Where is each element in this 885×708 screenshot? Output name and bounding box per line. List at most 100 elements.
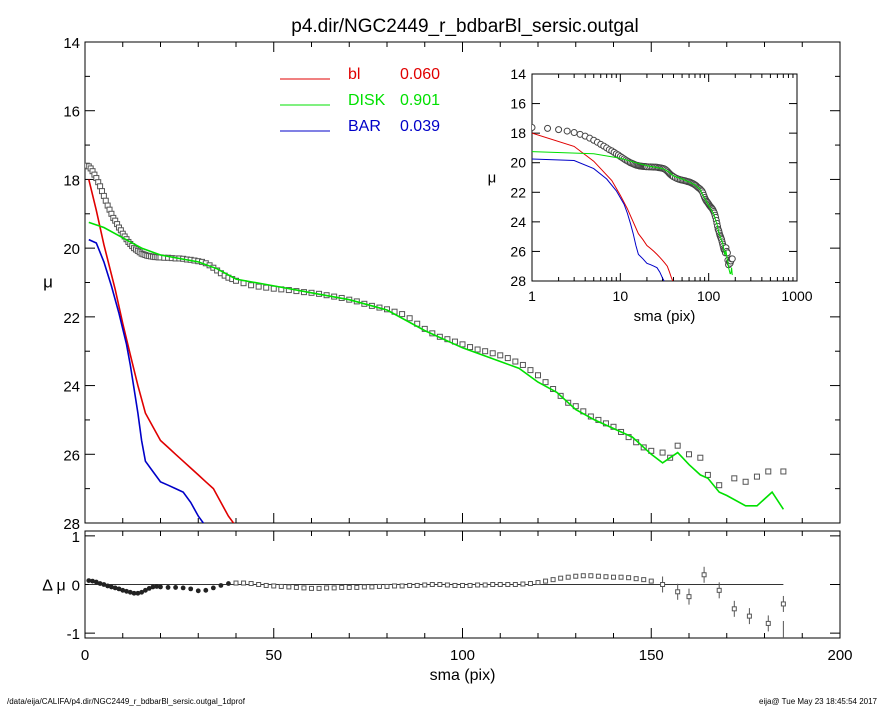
residual-point: [278, 583, 284, 589]
residual-point: [361, 584, 367, 590]
y-tick-label: 20: [63, 241, 80, 258]
data-point: [497, 352, 504, 359]
residual-point: [286, 584, 292, 590]
x-tick-label: 50: [265, 647, 282, 664]
data-point: [399, 311, 406, 318]
data-point: [686, 451, 692, 458]
residual-point: [109, 584, 114, 590]
residual-y-tick-label: 0: [72, 578, 80, 595]
data-point: [98, 188, 105, 195]
residual-point: [316, 585, 322, 591]
chart-title: p4.dir/NGC2449_r_bdbarBl_sersic.outgal: [291, 16, 638, 37]
residual-point: [648, 578, 654, 584]
x-tick-label: 0: [81, 647, 89, 664]
residual-point: [256, 582, 262, 587]
inset-data-point: [563, 127, 571, 135]
y-tick-label: 18: [63, 172, 80, 189]
y-axis-label: μ: [43, 273, 53, 292]
residual-point: [218, 583, 224, 588]
data-point: [780, 468, 787, 475]
inset-data-point: [532, 124, 536, 132]
main-series-group: [85, 162, 787, 523]
residual-point: [558, 575, 564, 581]
legend-value-disk: 0.901: [400, 92, 440, 109]
inset-x-axis-label: sma (pix): [634, 308, 696, 325]
residual-point: [407, 582, 413, 588]
residual-point: [203, 587, 209, 593]
residual-point: [139, 589, 145, 595]
inset-series-line-disk: [532, 151, 733, 276]
inset-x-tick-label: 100: [697, 288, 721, 304]
data-point: [659, 449, 666, 456]
residual-point: [444, 582, 450, 588]
residual-point: [527, 581, 533, 587]
residual-point: [686, 594, 692, 600]
inset-background: [492, 64, 815, 331]
residual-point: [263, 582, 269, 588]
residual-point: [611, 574, 616, 580]
residual-point: [241, 580, 247, 586]
data-point: [765, 468, 772, 475]
residual-y-axis-label: Δ μ: [42, 578, 65, 595]
y-tick-label: 28: [63, 516, 80, 533]
inset-y-tick-label: 24: [510, 214, 526, 230]
inset-y-tick-label: 28: [510, 273, 526, 289]
x-tick-label: 150: [639, 647, 664, 664]
data-point: [406, 315, 413, 322]
inset-y-tick-label: 20: [510, 155, 526, 171]
inset-plot: 14 16 18 20 22 24 26 281 10 100 1000 sma (pix) μ: [488, 64, 815, 331]
residual-point: [641, 577, 647, 583]
residual-point: [780, 601, 786, 607]
residual-point: [271, 583, 277, 589]
inset-y-tick-label: 14: [510, 66, 526, 82]
residual-point: [195, 588, 201, 594]
data-point: [716, 482, 723, 489]
residual-point: [497, 582, 503, 587]
data-point: [527, 367, 534, 374]
residual-point: [346, 584, 352, 590]
inset-y-tick-label: 22: [510, 184, 526, 200]
residual-point: [146, 585, 152, 591]
residual-point: [165, 585, 171, 590]
residual-point: [93, 579, 99, 585]
residual-y-tick-label: 1: [72, 529, 80, 546]
data-point: [459, 341, 466, 348]
x-tick-label: 200: [827, 647, 852, 664]
legend-value-bar: 0.039: [400, 118, 440, 135]
residual-point: [618, 574, 624, 580]
residual-point: [675, 589, 681, 595]
data-point: [542, 379, 549, 386]
residual-point: [135, 590, 141, 596]
residual-point: [226, 581, 231, 586]
inset-y-tick-label: 26: [510, 243, 526, 259]
residual-point: [131, 590, 137, 596]
inset-y-tick-label: 16: [510, 96, 526, 112]
data-point: [100, 192, 107, 199]
inset-x-tick-label: 1000: [781, 288, 812, 304]
residual-point: [112, 585, 118, 591]
residual-point: [90, 578, 95, 584]
data-point: [489, 350, 496, 357]
residual-point: [595, 573, 601, 579]
residual-point: [660, 582, 666, 587]
data-point: [731, 475, 738, 482]
inset-x-tick-label: 10: [613, 288, 629, 304]
residual-point: [452, 582, 458, 588]
residual-point: [384, 583, 390, 589]
legend-label-disk: DISK: [348, 92, 386, 109]
residual-point: [158, 584, 163, 590]
legend-label-bl: bl: [348, 66, 360, 83]
residual-point: [746, 613, 752, 619]
inset-data-point: [555, 126, 563, 134]
residual-point: [173, 585, 179, 590]
residual-point: [210, 585, 216, 591]
inset-x-tick-label: 1: [528, 288, 536, 304]
inset-data-point: [728, 255, 736, 263]
data-point: [482, 348, 489, 355]
data-point: [535, 372, 541, 379]
x-tick-label: 100: [450, 647, 475, 664]
footer-timestamp: eija@ Tue May 23 18:45:54 2017: [759, 697, 877, 706]
data-point: [263, 284, 270, 291]
residual-point: [429, 582, 435, 587]
